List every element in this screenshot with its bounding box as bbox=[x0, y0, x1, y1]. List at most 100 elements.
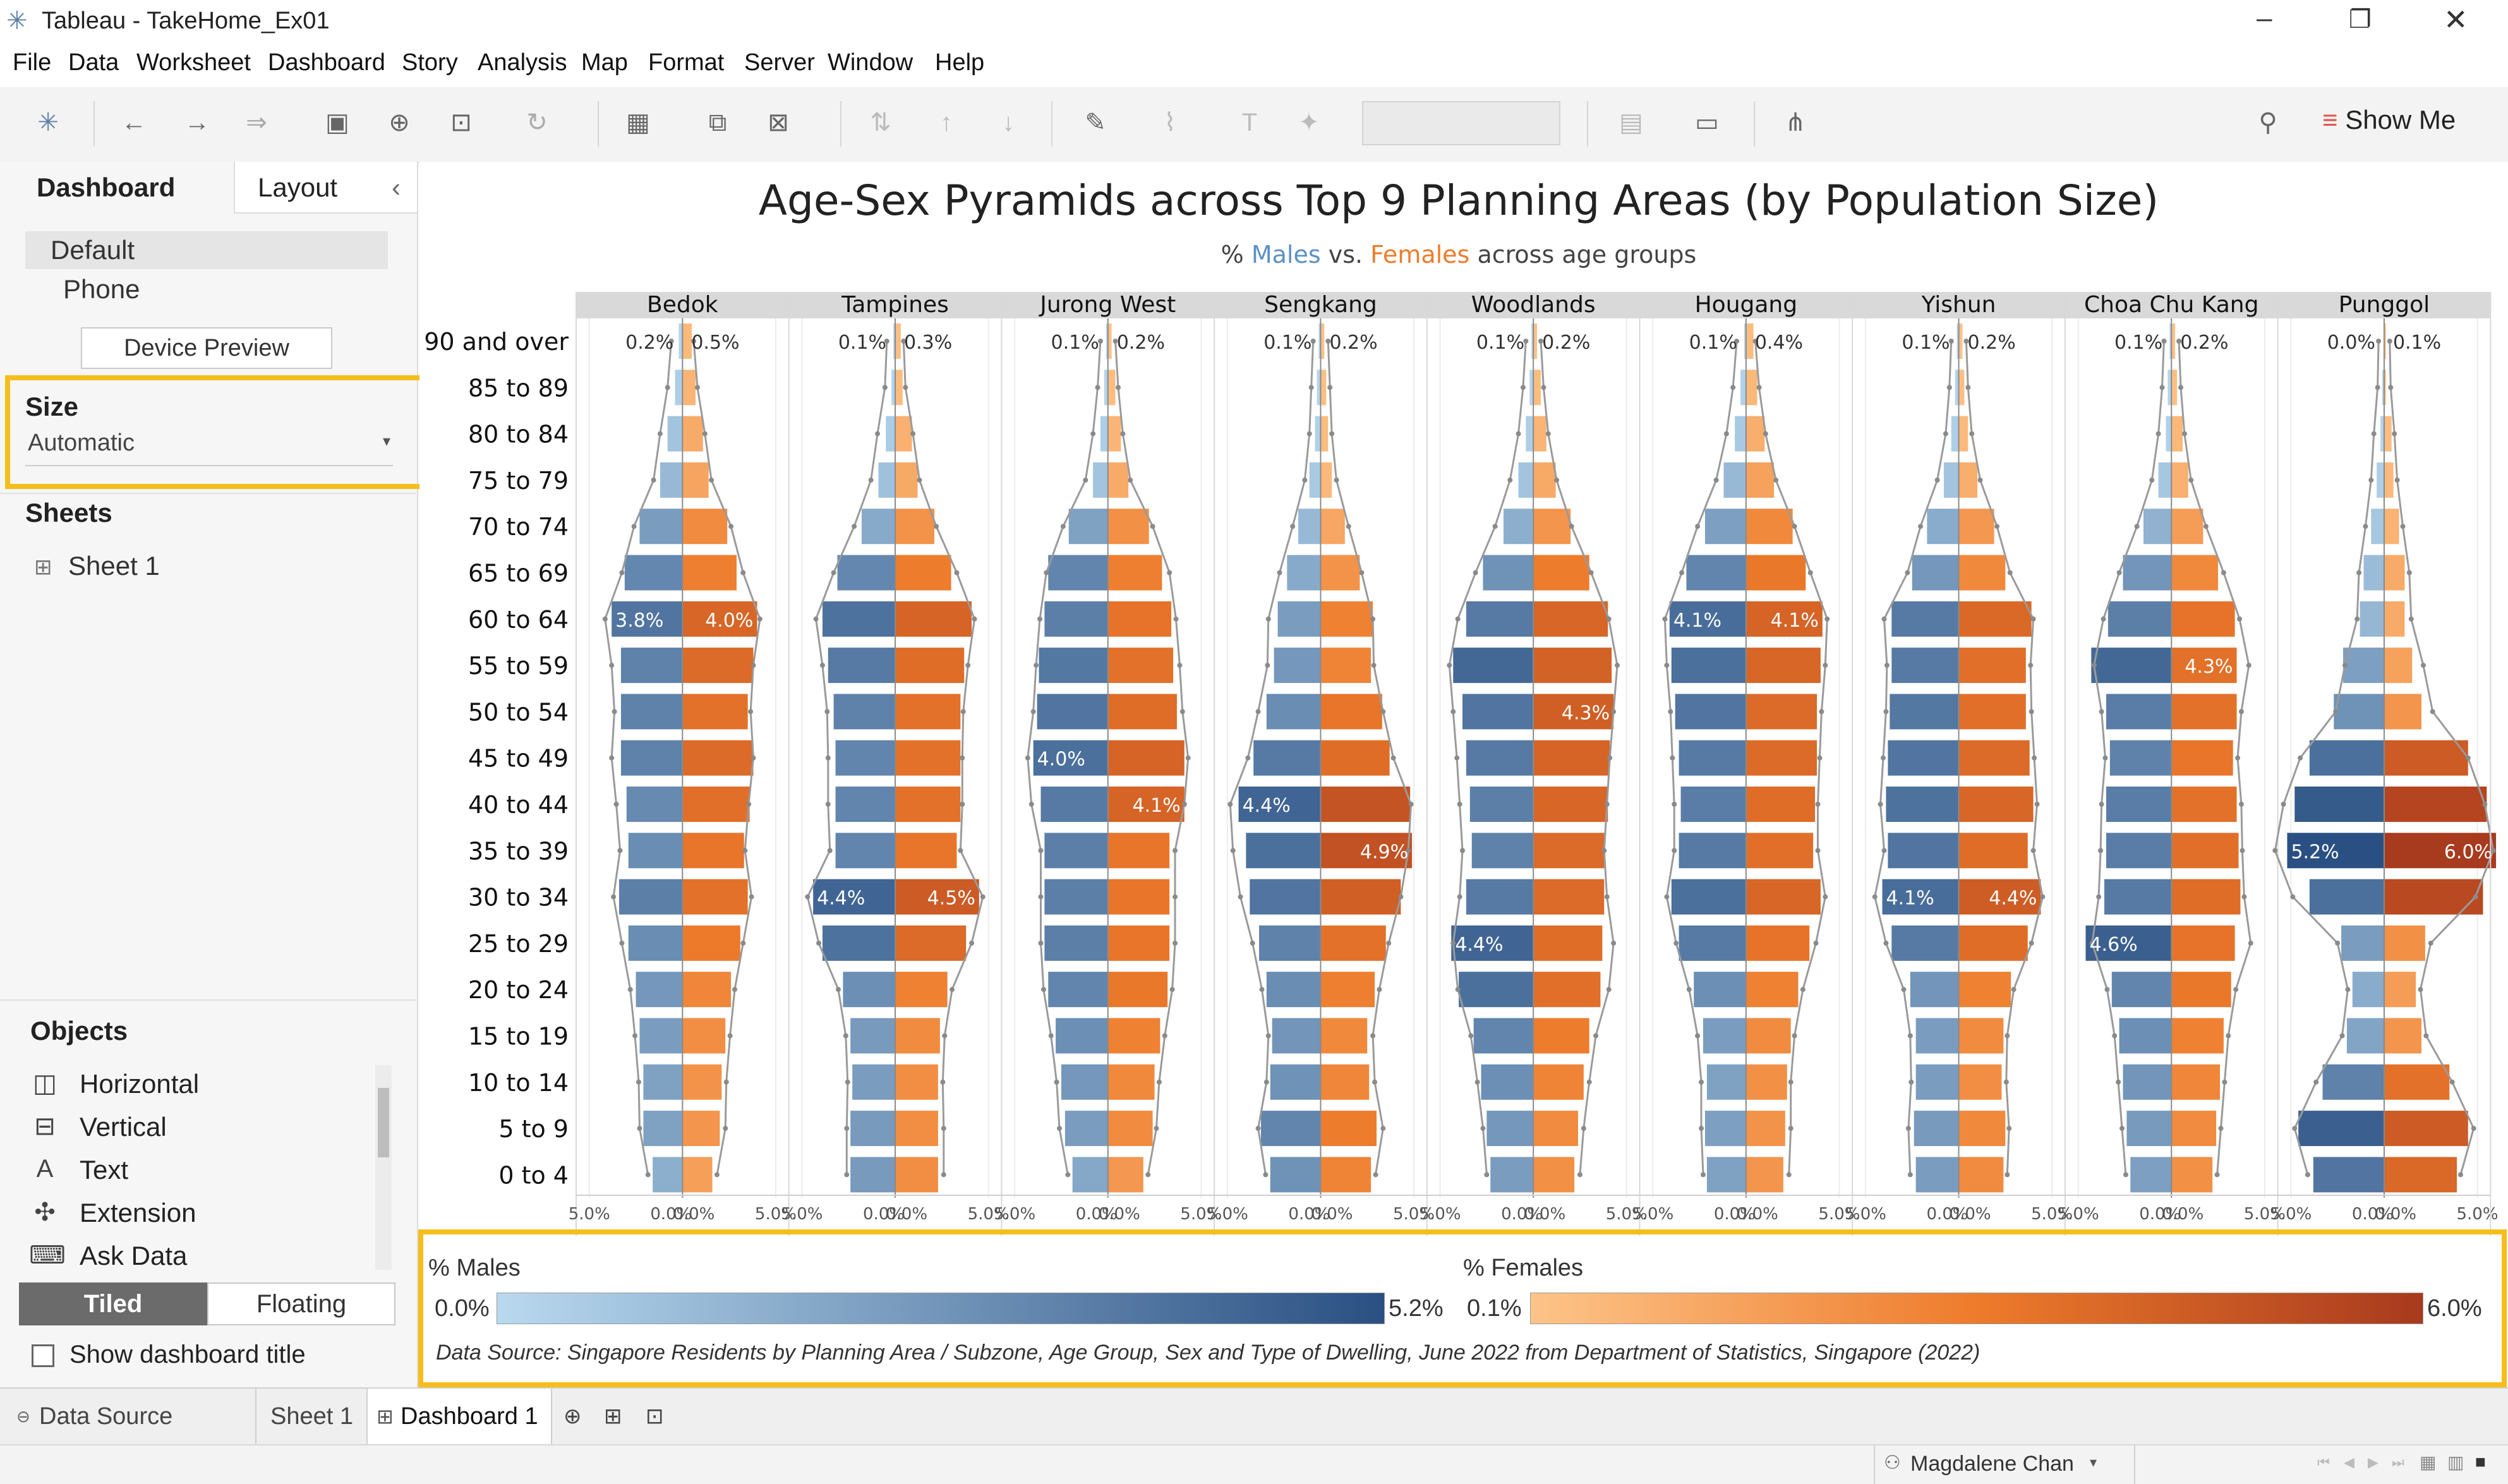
device-default[interactable]: Default bbox=[25, 231, 388, 269]
highlight-icon[interactable]: ✎ bbox=[1085, 109, 1106, 136]
device-phone[interactable]: Phone bbox=[63, 274, 140, 304]
female-bar bbox=[1745, 370, 1757, 406]
tab-dashboard[interactable]: Dashboard bbox=[0, 162, 234, 214]
new-dashboard-tab-icon[interactable]: ⊞ bbox=[604, 1404, 622, 1428]
menu-analysis[interactable]: Analysis bbox=[478, 49, 567, 76]
clear-sheet-icon[interactable]: ⊠ bbox=[768, 109, 789, 136]
reference-point bbox=[1370, 1033, 1376, 1039]
reference-point bbox=[2104, 987, 2110, 992]
reference-point bbox=[2134, 524, 2140, 529]
tab-view-icon[interactable]: ■ bbox=[2475, 1452, 2486, 1471]
reference-point bbox=[1372, 1079, 1378, 1085]
reference-point bbox=[813, 616, 819, 622]
menu-help[interactable]: Help bbox=[935, 49, 985, 76]
tableau-home-icon[interactable]: ✳ bbox=[37, 109, 59, 136]
legend-males-gradient[interactable] bbox=[497, 1293, 1385, 1324]
female-bar bbox=[682, 1018, 726, 1054]
female-bar bbox=[1533, 972, 1601, 1008]
reference-point bbox=[1679, 570, 1685, 576]
male-bar bbox=[643, 1064, 683, 1100]
new-story-tab-icon[interactable]: ⊡ bbox=[646, 1404, 664, 1428]
reference-point bbox=[1763, 431, 1768, 437]
menu-map[interactable]: Map bbox=[581, 49, 628, 76]
nav-next-icon[interactable]: ▶ bbox=[2368, 1454, 2378, 1470]
device-preview-button[interactable]: Device Preview bbox=[81, 327, 332, 369]
menu-data[interactable]: Data bbox=[68, 49, 119, 76]
new-datasource-icon[interactable]: ⊕ bbox=[389, 109, 410, 136]
grid-view-icon[interactable]: ▦ bbox=[2420, 1452, 2437, 1472]
reference-point bbox=[1327, 385, 1333, 390]
male-bar bbox=[1471, 833, 1534, 869]
menu-file[interactable]: File bbox=[13, 49, 52, 76]
swap-icon[interactable]: ⇅ bbox=[870, 109, 891, 136]
filmstrip-view-icon[interactable]: ▥ bbox=[2447, 1452, 2464, 1472]
reference-point bbox=[1060, 524, 1066, 529]
male-bar bbox=[2363, 555, 2384, 591]
male-bar bbox=[1466, 879, 1534, 915]
menu-worksheet[interactable]: Worksheet bbox=[136, 49, 251, 76]
nav-last-icon[interactable]: ⏭ bbox=[2392, 1454, 2404, 1470]
legend-females-gradient[interactable] bbox=[1530, 1293, 2423, 1324]
reference-point bbox=[852, 524, 857, 529]
pyramid-chart: Age-Sex Pyramids across Top 9 Planning A… bbox=[424, 176, 2499, 1236]
nav-prev-icon[interactable]: ◀ bbox=[2344, 1454, 2354, 1470]
sort-desc-icon[interactable]: ↓ bbox=[1002, 109, 1015, 136]
label-icon[interactable]: T bbox=[1241, 109, 1258, 136]
male-bar bbox=[1891, 601, 1959, 637]
minimize-button[interactable]: – bbox=[2257, 3, 2272, 33]
presentation-icon[interactable]: ▭ bbox=[1695, 109, 1719, 136]
tab-layout[interactable]: Layout ‹ bbox=[234, 162, 417, 214]
objects-scrollbar[interactable] bbox=[375, 1065, 392, 1270]
male-bar bbox=[893, 323, 896, 359]
new-worksheet-tab-icon[interactable]: ⊕ bbox=[564, 1404, 582, 1428]
female-bar bbox=[1320, 323, 1325, 359]
tab-dashboard1[interactable]: ⊞ Dashboard 1 bbox=[368, 1389, 552, 1444]
menu-format[interactable]: Format bbox=[648, 49, 725, 76]
duplicate-icon[interactable]: ⧉ bbox=[708, 109, 727, 136]
menu-server[interactable]: Server bbox=[744, 49, 815, 76]
refresh-icon[interactable]: ↻ bbox=[526, 109, 548, 136]
reference-point bbox=[1792, 524, 1797, 529]
tiled-button[interactable]: Tiled bbox=[19, 1282, 207, 1325]
undo-icon[interactable]: ← bbox=[121, 109, 147, 136]
tab-sheet1[interactable]: Sheet 1 bbox=[256, 1389, 368, 1444]
sort-asc-icon[interactable]: ↑ bbox=[940, 109, 953, 136]
size-dropdown[interactable]: Automatic ▾ bbox=[25, 427, 393, 466]
format-painter-icon[interactable]: ⚲ bbox=[2258, 109, 2277, 136]
menu-dashboard[interactable]: Dashboard bbox=[268, 49, 385, 76]
restore-button[interactable]: ❐ bbox=[2349, 6, 2372, 33]
reference-point bbox=[1406, 848, 1411, 854]
male-data-label: 0.1% bbox=[1051, 332, 1099, 354]
replay-icon[interactable]: ⇒ bbox=[246, 109, 267, 136]
floating-button[interactable]: Floating bbox=[207, 1282, 395, 1325]
fit-dropdown[interactable] bbox=[1362, 101, 1560, 145]
collapse-panel-icon[interactable]: ‹ bbox=[392, 172, 401, 202]
male-bar bbox=[1680, 787, 1746, 822]
show-title-checkbox[interactable] bbox=[32, 1344, 54, 1367]
pause-update-icon[interactable]: ⊡ bbox=[450, 109, 472, 136]
female-bar bbox=[682, 1111, 720, 1147]
scroll-thumb[interactable] bbox=[378, 1088, 389, 1157]
male-bar bbox=[1735, 416, 1746, 452]
reference-point bbox=[1457, 894, 1462, 900]
area-header-label: Jurong West bbox=[1039, 292, 1176, 318]
male-bar bbox=[1100, 416, 1108, 452]
show-cards-icon[interactable]: ▤ bbox=[1619, 109, 1643, 136]
redo-icon[interactable]: → bbox=[184, 109, 210, 136]
user-menu-chevron-icon[interactable]: ▾ bbox=[2090, 1454, 2097, 1470]
share-icon[interactable]: ⋔ bbox=[1785, 109, 1806, 136]
close-button[interactable]: ✕ bbox=[2444, 3, 2468, 36]
new-worksheet-icon[interactable]: ▦ bbox=[626, 109, 650, 136]
pin-icon[interactable]: ✦ bbox=[1298, 109, 1320, 136]
nav-first-icon[interactable]: ⏮ bbox=[2317, 1454, 2330, 1470]
show-me-button[interactable]: ≡ Show Me bbox=[2322, 105, 2456, 135]
save-icon[interactable]: ▣ bbox=[325, 109, 349, 136]
tab-data-source[interactable]: ⊖ Data Source bbox=[0, 1389, 256, 1444]
reference-point bbox=[1946, 385, 1952, 390]
user-name[interactable]: Magdalene Chan bbox=[1910, 1452, 2074, 1476]
reference-point bbox=[657, 431, 663, 437]
group-icon[interactable]: ⌇ bbox=[1164, 109, 1176, 136]
menu-story[interactable]: Story bbox=[402, 49, 458, 76]
reference-point bbox=[2091, 663, 2097, 668]
menu-window[interactable]: Window bbox=[828, 49, 913, 76]
